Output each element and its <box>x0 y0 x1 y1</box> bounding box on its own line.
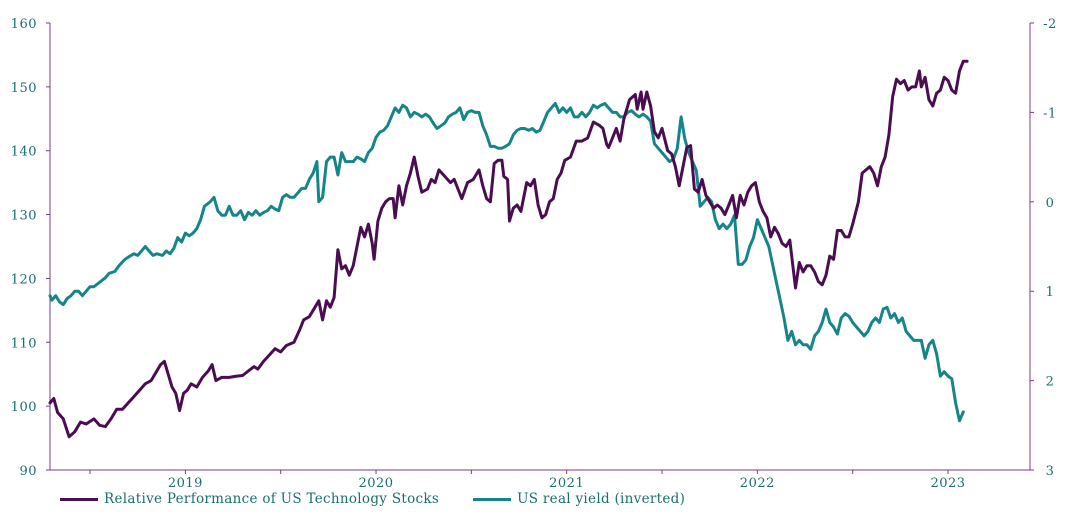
left-tick-label: 120 <box>11 272 37 287</box>
right-axis: 3 2 1 0 -1 -2 <box>1030 17 1057 479</box>
left-axis: 90 100 110 120 130 140 150 160 <box>11 17 50 479</box>
series-line-real-yield <box>48 102 965 423</box>
right-tick-label: -2 <box>1043 17 1057 32</box>
x-tick-label: 2022 <box>740 476 775 488</box>
legend-item-real-yield: US real yield (inverted) <box>473 491 685 507</box>
legend-label-tech-stocks: Relative Performance of US Technology St… <box>104 491 440 507</box>
left-tick-label: 110 <box>11 336 37 351</box>
series-layer <box>48 59 969 439</box>
right-tick-label: 2 <box>1046 375 1055 390</box>
right-tick-label: 1 <box>1046 285 1055 300</box>
series-line-tech-stocks <box>48 59 969 439</box>
x-tick-label: 2021 <box>549 476 584 488</box>
left-tick-label: 160 <box>11 17 37 32</box>
legend-swatch-tech-stocks <box>60 497 98 501</box>
right-tick-label: 0 <box>1046 196 1055 211</box>
line-chart: 90 100 110 120 130 140 150 160 3 2 1 0 -1 -2 2019 202… <box>11 17 1057 488</box>
x-axis: 2019 2020 2021 2022 2023 <box>89 470 965 488</box>
right-tick-label: -1 <box>1043 106 1057 121</box>
left-tick-label: 90 <box>19 464 37 479</box>
right-tick-label: 3 <box>1046 464 1055 479</box>
left-tick-label: 100 <box>11 400 37 415</box>
left-tick-label: 130 <box>11 209 37 224</box>
x-tick-label: 2023 <box>930 476 965 488</box>
legend-label-real-yield: US real yield (inverted) <box>517 491 686 507</box>
left-tick-label: 150 <box>11 81 37 96</box>
legend-item-tech-stocks: Relative Performance of US Technology St… <box>60 491 439 507</box>
x-tick-label: 2020 <box>358 476 393 488</box>
x-tick-label: 2019 <box>168 476 203 488</box>
legend-swatch-real-yield <box>473 497 512 501</box>
legend: Relative Performance of US Technology St… <box>60 491 719 507</box>
left-tick-label: 140 <box>11 145 37 160</box>
